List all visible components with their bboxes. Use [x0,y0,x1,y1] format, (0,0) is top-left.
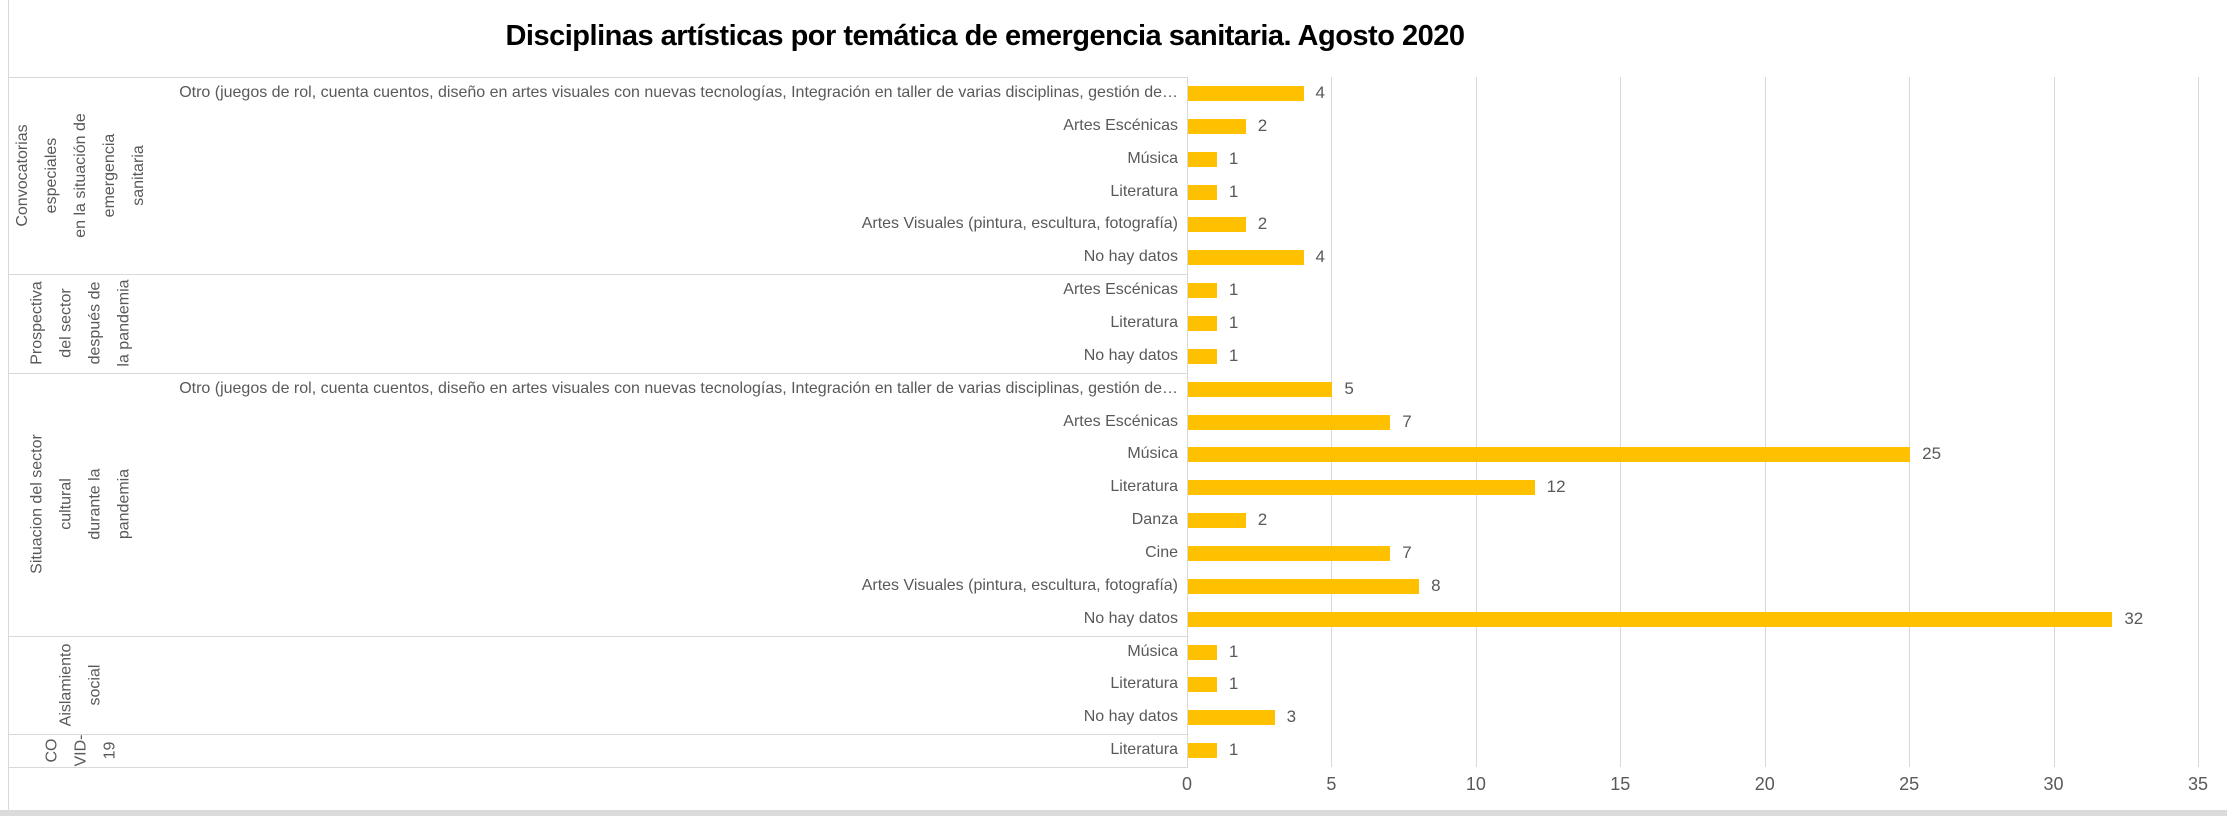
bar [1188,710,1275,726]
category-label: Artes Escénicas [1063,116,1178,134]
bar-value-label: 4 [1315,83,1325,102]
bar-value-label: 7 [1402,543,1412,562]
bar-value-label: 1 [1228,345,1239,365]
category-label: Música [1127,149,1178,167]
bar-value-label: 8 [1431,575,1441,595]
bar [1188,118,1246,134]
category-label: Artes Escénicas [1063,281,1178,299]
category-label: Literatura [1110,478,1178,496]
category-label: No hay datos [1083,609,1178,627]
bar-value-label: 1 [1228,313,1239,332]
category-label: Literatura [1110,741,1178,759]
x-axis-tick-label: 0 [1181,774,1193,794]
category-label: No hay datos [1083,708,1178,726]
bar [1188,151,1217,167]
bar-value-label: 25 [1922,444,1942,464]
bar-value-label: 1 [1228,740,1239,760]
chart-title: Disciplinas artísticas por temática de e… [505,20,1465,52]
x-axis-tick-label: 5 [1326,774,1337,794]
chart-left-border [8,0,9,810]
bar [1188,480,1535,496]
bar [1188,217,1246,233]
plot-band: Convocatorias especiales en la situación… [0,77,2227,768]
bar [1188,381,1333,397]
bar-value-label: 7 [1402,411,1412,431]
bar-value-label: 3 [1286,707,1297,727]
bar-value-label: 1 [1228,280,1239,300]
x-axis: 0 5 10 15 20 25 30 35 [0,767,2227,803]
bar-value-label: 2 [1257,115,1268,135]
bar [1188,545,1391,561]
group-label-text: CO VID- 19 [43,734,118,767]
gridline [1476,77,1477,767]
group-separator-line [8,373,1188,374]
bar [1188,348,1217,364]
value-axis-line [1187,77,1188,767]
bar [1188,611,2113,627]
group-label-text: Aislamiento social [57,643,104,727]
category-label: Otro (juegos de rol, cuenta cuentos, dis… [179,84,1178,101]
bar [1188,315,1217,331]
bar-value-label: 4 [1315,247,1325,267]
category-label: Danza [1131,511,1178,529]
bar [1188,250,1304,266]
bar [1188,414,1391,430]
bar [1188,184,1217,200]
group-separator-line [8,77,1188,78]
gridline [2054,77,2055,767]
bar [1188,677,1217,693]
bar [1188,578,1420,594]
bar [1188,644,1217,660]
group-separator-line [8,636,1188,637]
gridline [1909,77,1910,767]
gridline [1620,77,1621,767]
group-separator-line [8,274,1188,275]
bar-value-label: 5 [1344,378,1354,398]
bar-value-label: 1 [1228,181,1239,201]
category-label: Artes Visuales (pintura, escultura, foto… [861,576,1178,594]
bar [1188,513,1246,529]
category-label: Otro (juegos de rol, cuenta cuentos, dis… [179,379,1178,397]
bar-value-label: 1 [1228,641,1239,661]
category-label: Artes Visuales (pintura, escultura, foto… [861,215,1178,233]
category-label: Literatura [1110,314,1178,331]
category-label: Música [1127,642,1178,660]
bar [1188,447,1911,463]
category-label: Música [1127,445,1178,463]
bar-value-label: 2 [1257,510,1268,530]
x-axis-tick-label: 15 [1610,774,1631,794]
bar-value-label: 1 [1228,148,1239,168]
category-label: Cine [1145,544,1178,561]
category-label: Literatura [1110,675,1178,693]
x-axis-tick-label: 10 [1465,774,1486,794]
bar-value-label: 32 [2124,608,2144,628]
bar-value-label: 2 [1257,214,1268,234]
gridline [1765,77,1766,767]
bar-value-label: 1 [1228,674,1239,694]
category-label: Literatura [1110,182,1178,200]
x-axis-tick-label: 30 [2043,774,2064,794]
bar [1188,743,1217,759]
bar-value-label: 12 [1546,477,1566,497]
chart-bottom-border [0,810,2227,816]
category-label: No hay datos [1083,346,1178,364]
x-axis-tick-label: 35 [2187,774,2209,794]
x-axis-tick-label: 20 [1754,774,1775,794]
bar [1188,283,1217,299]
gridline [2198,77,2199,767]
category-label: Artes Escénicas [1063,412,1178,430]
group-separator-line [8,767,1188,768]
category-label: No hay datos [1083,248,1178,266]
x-axis-tick-label: 25 [1899,774,1920,794]
group-separator-line [8,734,1188,735]
bar [1188,85,1304,101]
